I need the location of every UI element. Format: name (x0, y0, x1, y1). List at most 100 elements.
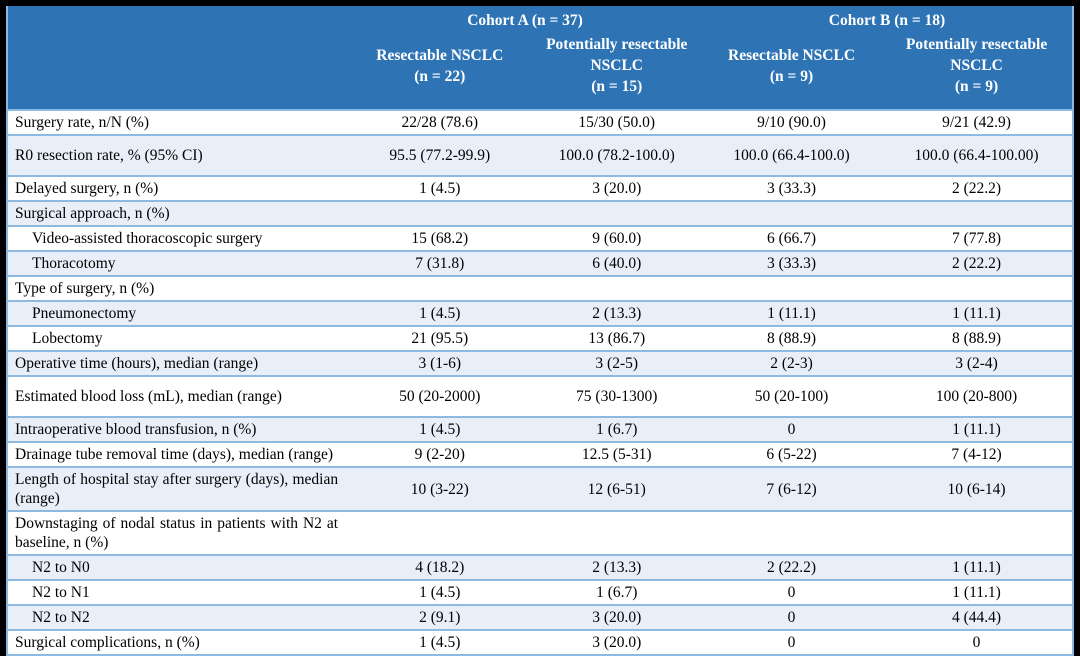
cell-value: 1 (4.5) (348, 301, 532, 326)
cohort-b-header: Cohort B (n = 18) (702, 6, 1073, 32)
row-label: Delayed surgery, n (%) (7, 176, 349, 201)
column-header-name: Potentially resectable NSCLC (546, 36, 688, 74)
cell-value: 75 (30-1300) (531, 376, 702, 417)
cell-value (702, 511, 882, 555)
cell-value (348, 511, 532, 555)
table-row: Video-assisted thoracoscopic surgery 15 (… (7, 226, 1073, 251)
row-label: N2 to N2 (7, 605, 349, 630)
cell-value: 1 (6.7) (531, 580, 702, 605)
row-label: Length of hospital stay after surgery (d… (7, 467, 349, 511)
cell-value: 3 (1-6) (348, 351, 532, 376)
cohort-a-header: Cohort A (n = 37) (348, 6, 702, 32)
row-label: Downstaging of nodal status in patients … (7, 511, 349, 555)
column-header-row: Resectable NSCLC (n = 22) Potentially re… (7, 32, 1073, 110)
cell-value: 1 (4.5) (348, 630, 532, 655)
cell-value: 95.5 (77.2-99.9) (348, 135, 532, 176)
cell-value (531, 201, 702, 226)
cell-value: 12 (6-51) (531, 467, 702, 511)
cell-value: 1 (6.7) (531, 417, 702, 442)
cell-value: 1 (11.1) (702, 301, 882, 326)
cell-value (881, 201, 1073, 226)
row-label: Drainage tube removal time (days), media… (7, 442, 349, 467)
cell-value: 50 (20-2000) (348, 376, 532, 417)
cell-value: 3 (20.0) (531, 605, 702, 630)
cell-value: 3 (33.3) (702, 251, 882, 276)
cell-value: 0 (881, 630, 1073, 655)
table-row: Drainage tube removal time (days), media… (7, 442, 1073, 467)
cell-value: 13 (86.7) (531, 326, 702, 351)
cell-value: 8 (88.9) (881, 326, 1073, 351)
table-row: N2 to N2 2 (9.1) 3 (20.0) 0 4 (44.4) (7, 605, 1073, 630)
row-label: Thoracotomy (7, 251, 349, 276)
row-label: Surgery rate, n/N (%) (7, 110, 349, 135)
table-body: Surgery rate, n/N (%) 22/28 (78.6) 15/30 (… (7, 110, 1073, 655)
cell-value (881, 276, 1073, 301)
table-row: Pneumonectomy 1 (4.5) 2 (13.3) 1 (11.1) 1 (1… (7, 301, 1073, 326)
cell-value: 10 (3-22) (348, 467, 532, 511)
cell-value: 12.5 (5-31) (531, 442, 702, 467)
row-label: N2 to N0 (7, 555, 349, 580)
row-label: N2 to N1 (7, 580, 349, 605)
cell-value: 1 (4.5) (348, 417, 532, 442)
table-row: Length of hospital stay after surgery (d… (7, 467, 1073, 511)
cell-value: 7 (6-12) (702, 467, 882, 511)
row-label: Lobectomy (7, 326, 349, 351)
column-header-n: (n = 15) (591, 78, 643, 95)
cell-value: 21 (95.5) (348, 326, 532, 351)
cohort-group-row: Cohort A (n = 37) Cohort B (n = 18) (7, 6, 1073, 32)
table-row: Type of surgery, n (%) (7, 276, 1073, 301)
cell-value: 4 (44.4) (881, 605, 1073, 630)
cell-value: 2 (22.2) (881, 251, 1073, 276)
row-label: Estimated blood loss (mL), median (range… (7, 376, 349, 417)
table-row: R0 resection rate, % (95% CI) 95.5 (77.2-… (7, 135, 1073, 176)
row-label: Surgical complications, n (%) (7, 630, 349, 655)
cell-value: 9 (2-20) (348, 442, 532, 467)
cell-value: 9/10 (90.0) (702, 110, 882, 135)
cell-value: 2 (13.3) (531, 301, 702, 326)
column-header-name: Resectable NSCLC (728, 46, 856, 64)
table-header: Cohort A (n = 37) Cohort B (n = 18) Rese… (7, 6, 1073, 110)
cell-value (702, 201, 882, 226)
cell-value: 2 (9.1) (348, 605, 532, 630)
column-header-cohort-b-resectable: Resectable NSCLC (n = 9) (702, 32, 882, 110)
cell-value: 8 (88.9) (702, 326, 882, 351)
cell-value: 7 (31.8) (348, 251, 532, 276)
cell-value: 0 (702, 630, 882, 655)
cell-value: 7 (4-12) (881, 442, 1073, 467)
table-row: N2 to N0 4 (18.2) 2 (13.3) 2 (22.2) 1 (11.1) (7, 555, 1073, 580)
table-row: Intraoperative blood transfusion, n (%) 1… (7, 417, 1073, 442)
column-header-cohort-b-potentially-resectable: Potentially resectable NSCLC (n = 9) (881, 32, 1073, 110)
table-row: Surgical approach, n (%) (7, 201, 1073, 226)
table-row: Downstaging of nodal status in patients … (7, 511, 1073, 555)
cell-value: 100 (20-800) (881, 376, 1073, 417)
cell-value: 6 (40.0) (531, 251, 702, 276)
column-header-n: (n = 9) (954, 78, 999, 95)
column-header-n: (n = 22) (414, 67, 466, 85)
row-label: Pneumonectomy (7, 301, 349, 326)
row-label: Video-assisted thoracoscopic surgery (7, 226, 349, 251)
column-header-cohort-a-resectable: Resectable NSCLC (n = 22) (348, 32, 532, 110)
column-header-name: Potentially resectable NSCLC (905, 36, 1048, 74)
cell-value (348, 276, 532, 301)
table-row: Surgery rate, n/N (%) 22/28 (78.6) 15/30 (… (7, 110, 1073, 135)
paper-table-frame: Cohort A (n = 37) Cohort B (n = 18) Rese… (6, 6, 1074, 656)
cell-value (348, 201, 532, 226)
row-label: Surgical approach, n (%) (7, 201, 349, 226)
outcomes-table: Cohort A (n = 37) Cohort B (n = 18) Rese… (6, 6, 1074, 656)
cell-value: 1 (11.1) (881, 417, 1073, 442)
row-label: Operative time (hours), median (range) (7, 351, 349, 376)
cell-value: 3 (20.0) (531, 630, 702, 655)
cell-value: 3 (2-4) (881, 351, 1073, 376)
cell-value: 1 (11.1) (881, 555, 1073, 580)
cell-value: 9/21 (42.9) (881, 110, 1073, 135)
cell-value (531, 511, 702, 555)
cell-value: 10 (6-14) (881, 467, 1073, 511)
row-label: Type of surgery, n (%) (7, 276, 349, 301)
header-corner-blank (7, 32, 349, 110)
cell-value: 4 (18.2) (348, 555, 532, 580)
table-row: Operative time (hours), median (range) 3 … (7, 351, 1073, 376)
cell-value: 15/30 (50.0) (531, 110, 702, 135)
cell-value: 7 (77.8) (881, 226, 1073, 251)
cell-value: 3 (2-5) (531, 351, 702, 376)
table-row: Estimated blood loss (mL), median (range… (7, 376, 1073, 417)
